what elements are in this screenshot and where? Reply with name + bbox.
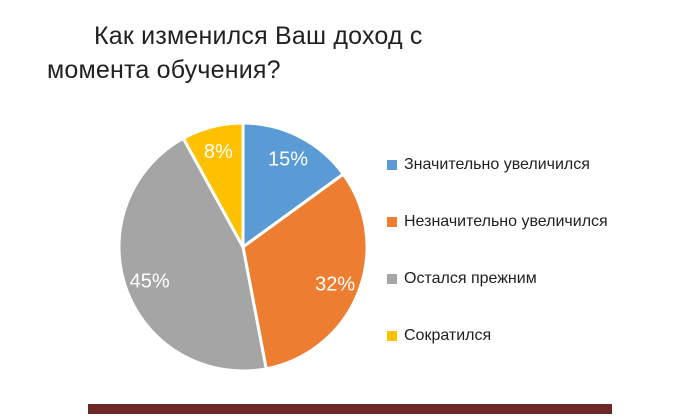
chart-title: Как изменился Ваш доход с момента обучен… [47, 19, 423, 87]
pie-slice-label-45%: 45% [130, 271, 170, 293]
legend-label-stayed-same: Остался прежним [404, 270, 537, 287]
legend-item-decreased: Сократился [387, 327, 608, 344]
legend-item-stayed-same: Остался прежним [387, 270, 608, 287]
legend-marker-significantly-increased [387, 160, 397, 170]
legend-item-slightly-increased: Незначительно увеличился [387, 213, 608, 230]
chart-legend: Значительно увеличился Незначительно уве… [387, 156, 608, 344]
chart-title-line1: Как изменился Ваш доход с [94, 22, 423, 50]
pie-slice-label-15%: 15% [268, 149, 308, 171]
pie-slice-significantly-increased [241, 121, 345, 249]
legend-marker-slightly-increased [387, 217, 397, 227]
legend-label-significantly-increased: Значительно увеличился [404, 156, 590, 173]
legend-item-significantly-increased: Значительно увеличился [387, 156, 608, 173]
legend-label-decreased: Сократился [404, 327, 492, 344]
pie-slice-decreased [181, 121, 245, 249]
pie-slice-label-8%: 8% [204, 141, 233, 163]
pie-slice-stayed-same [117, 136, 268, 373]
legend-label-slightly-increased: Незначительно увеличился [404, 213, 608, 230]
legend-marker-decreased [387, 331, 397, 341]
pie-slice-slightly-increased [241, 172, 369, 371]
chart-title-line2: момента обучения? [47, 56, 281, 84]
pie-slice-label-32%: 32% [315, 274, 355, 296]
legend-marker-stayed-same [387, 274, 397, 284]
video-progress-bar[interactable] [88, 404, 612, 414]
